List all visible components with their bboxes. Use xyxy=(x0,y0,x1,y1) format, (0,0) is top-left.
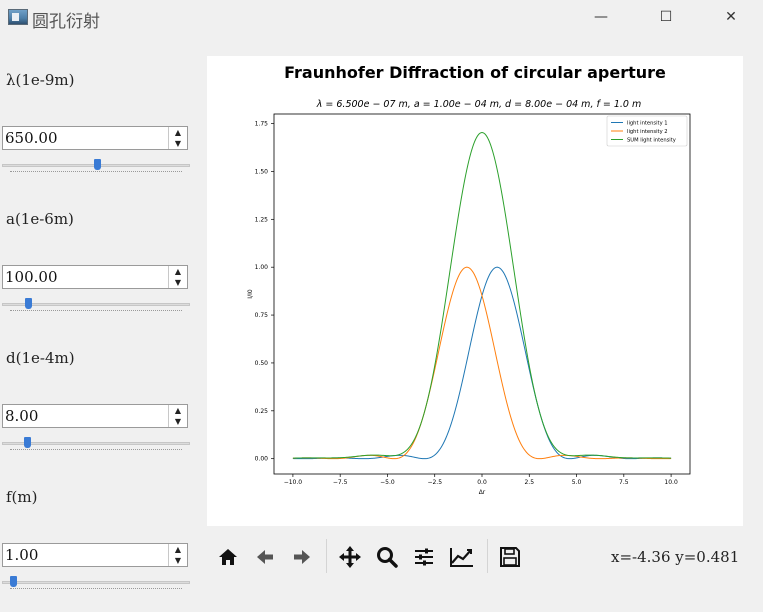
save-button[interactable] xyxy=(493,535,527,579)
separation-label: d(1e-4m) xyxy=(6,349,75,367)
pan-icon xyxy=(339,546,361,568)
separation-slider-handle[interactable] xyxy=(23,437,31,448)
x-axis-label: Δr xyxy=(479,489,486,496)
focal-length-down-icon[interactable]: ▼ xyxy=(174,556,182,565)
legend-entry: light intensity 1 xyxy=(627,121,668,127)
edit-axis-button[interactable] xyxy=(445,535,479,579)
wavelength-spinbox[interactable]: 650.00 ▲ ▼ xyxy=(2,126,188,150)
slider-ticks xyxy=(10,588,182,591)
separation-spinbox[interactable]: 8.00 ▲ ▼ xyxy=(2,404,188,428)
focal-length-spinbox[interactable]: 1.00 ▲ ▼ xyxy=(2,543,188,567)
y-tick-label: 1.50 xyxy=(255,168,269,175)
zoom-button[interactable] xyxy=(370,535,404,579)
edit-axis-icon xyxy=(450,548,473,567)
configure-subplots-icon xyxy=(415,548,433,566)
aperture-radius-down-icon[interactable]: ▼ xyxy=(174,278,182,287)
aperture-radius-slider[interactable] xyxy=(2,298,190,316)
app-icon xyxy=(8,9,28,25)
legend-entry: light intensity 2 xyxy=(627,129,668,135)
legend-entry: SUM light intensity xyxy=(627,138,676,144)
save-icon xyxy=(500,547,520,567)
y-tick-label: 1.25 xyxy=(255,216,269,223)
y-axis-label: I/I0 xyxy=(247,289,254,299)
chart-subtitle: λ = 6.500e − 07 m, a = 1.00e − 04 m, d =… xyxy=(316,99,641,110)
separation-spin-buttons[interactable]: ▲ ▼ xyxy=(168,405,187,427)
separation-slider[interactable] xyxy=(2,437,190,455)
y-tick-label: 1.75 xyxy=(255,121,269,128)
wavelength-label: λ(1e-9m) xyxy=(6,71,75,89)
configure-subplots-button[interactable] xyxy=(407,535,441,579)
separation-value[interactable]: 8.00 xyxy=(5,407,39,425)
focal-length-spin-buttons[interactable]: ▲ ▼ xyxy=(168,544,187,566)
aperture-radius-spin-buttons[interactable]: ▲ ▼ xyxy=(168,266,187,288)
home-button[interactable] xyxy=(211,535,245,579)
focal-length-label: f(m) xyxy=(6,488,38,506)
x-tick-label: 10.0 xyxy=(664,479,678,486)
wavelength-value[interactable]: 650.00 xyxy=(5,129,58,147)
x-tick-label: 5.0 xyxy=(572,479,582,486)
y-tick-label: 0.00 xyxy=(255,456,269,463)
back-arrow-icon xyxy=(257,550,273,564)
intensity-2-line xyxy=(292,266,672,460)
legend-box xyxy=(606,115,688,147)
wavelength-up-icon[interactable]: ▲ xyxy=(174,128,182,137)
toolbar-separator xyxy=(326,539,327,573)
coordinate-readout: x=-4.36 y=0.481 xyxy=(611,548,740,566)
slider-groove[interactable] xyxy=(2,303,190,306)
wavelength-slider[interactable] xyxy=(2,159,190,177)
wavelength-spin-buttons[interactable]: ▲ ▼ xyxy=(168,127,187,149)
aperture-radius-label: a(1e-6m) xyxy=(6,210,74,228)
maximize-button[interactable]: ☐ xyxy=(659,9,673,25)
x-tick-label: 2.5 xyxy=(524,479,534,486)
y-tick-label: 0.25 xyxy=(255,408,269,415)
aperture-radius-spinbox[interactable]: 100.00 ▲ ▼ xyxy=(2,265,188,289)
forward-arrow-icon xyxy=(294,550,310,564)
aperture-radius-slider-handle[interactable] xyxy=(25,298,33,309)
diffraction-chart: Fraunhofer Diffraction of circular apert… xyxy=(247,63,691,496)
plot-canvas[interactable]: Fraunhofer Diffraction of circular apert… xyxy=(207,56,743,526)
focal-length-value[interactable]: 1.00 xyxy=(5,546,39,564)
focal-length-slider[interactable] xyxy=(2,576,190,594)
aperture-radius-value[interactable]: 100.00 xyxy=(5,268,58,286)
focal-length-slider-handle[interactable] xyxy=(9,576,17,587)
y-tick-label: 0.50 xyxy=(255,360,269,367)
forward-button[interactable] xyxy=(285,535,319,579)
x-tick-label: −2.5 xyxy=(427,479,442,486)
y-tick-label: 1.00 xyxy=(255,264,269,271)
close-button[interactable]: ✕ xyxy=(725,9,737,25)
toolbar-separator xyxy=(487,539,488,573)
focal-length-up-icon[interactable]: ▲ xyxy=(174,545,182,554)
separation-up-icon[interactable]: ▲ xyxy=(174,406,182,415)
slider-ticks xyxy=(10,449,182,452)
title-bar: 圆孔衍射 — ☐ ✕ xyxy=(0,0,763,36)
x-tick-label: −7.5 xyxy=(333,479,348,486)
x-tick-label: 0.0 xyxy=(477,479,487,486)
back-button[interactable] xyxy=(248,535,282,579)
x-tick-label: 7.5 xyxy=(619,479,629,486)
pan-button[interactable] xyxy=(333,535,367,579)
x-tick-label: −5.0 xyxy=(380,479,395,486)
x-tick-label: −10.0 xyxy=(284,479,303,486)
aperture-radius-up-icon[interactable]: ▲ xyxy=(174,267,182,276)
y-tick-label: 0.75 xyxy=(255,312,269,319)
chart-title: Fraunhofer Diffraction of circular apert… xyxy=(284,63,666,82)
wavelength-down-icon[interactable]: ▼ xyxy=(174,139,182,148)
sum-intensity-line xyxy=(292,132,672,459)
separation-down-icon[interactable]: ▼ xyxy=(174,417,182,426)
slider-ticks xyxy=(10,171,182,174)
slider-groove[interactable] xyxy=(2,581,190,584)
home-icon xyxy=(219,549,237,565)
wavelength-slider-handle[interactable] xyxy=(94,159,101,170)
window-title: 圆孔衍射 xyxy=(32,12,100,32)
zoom-icon xyxy=(377,547,398,568)
minimize-button[interactable]: — xyxy=(594,9,608,25)
slider-groove[interactable] xyxy=(2,442,190,445)
slider-ticks xyxy=(10,310,182,313)
